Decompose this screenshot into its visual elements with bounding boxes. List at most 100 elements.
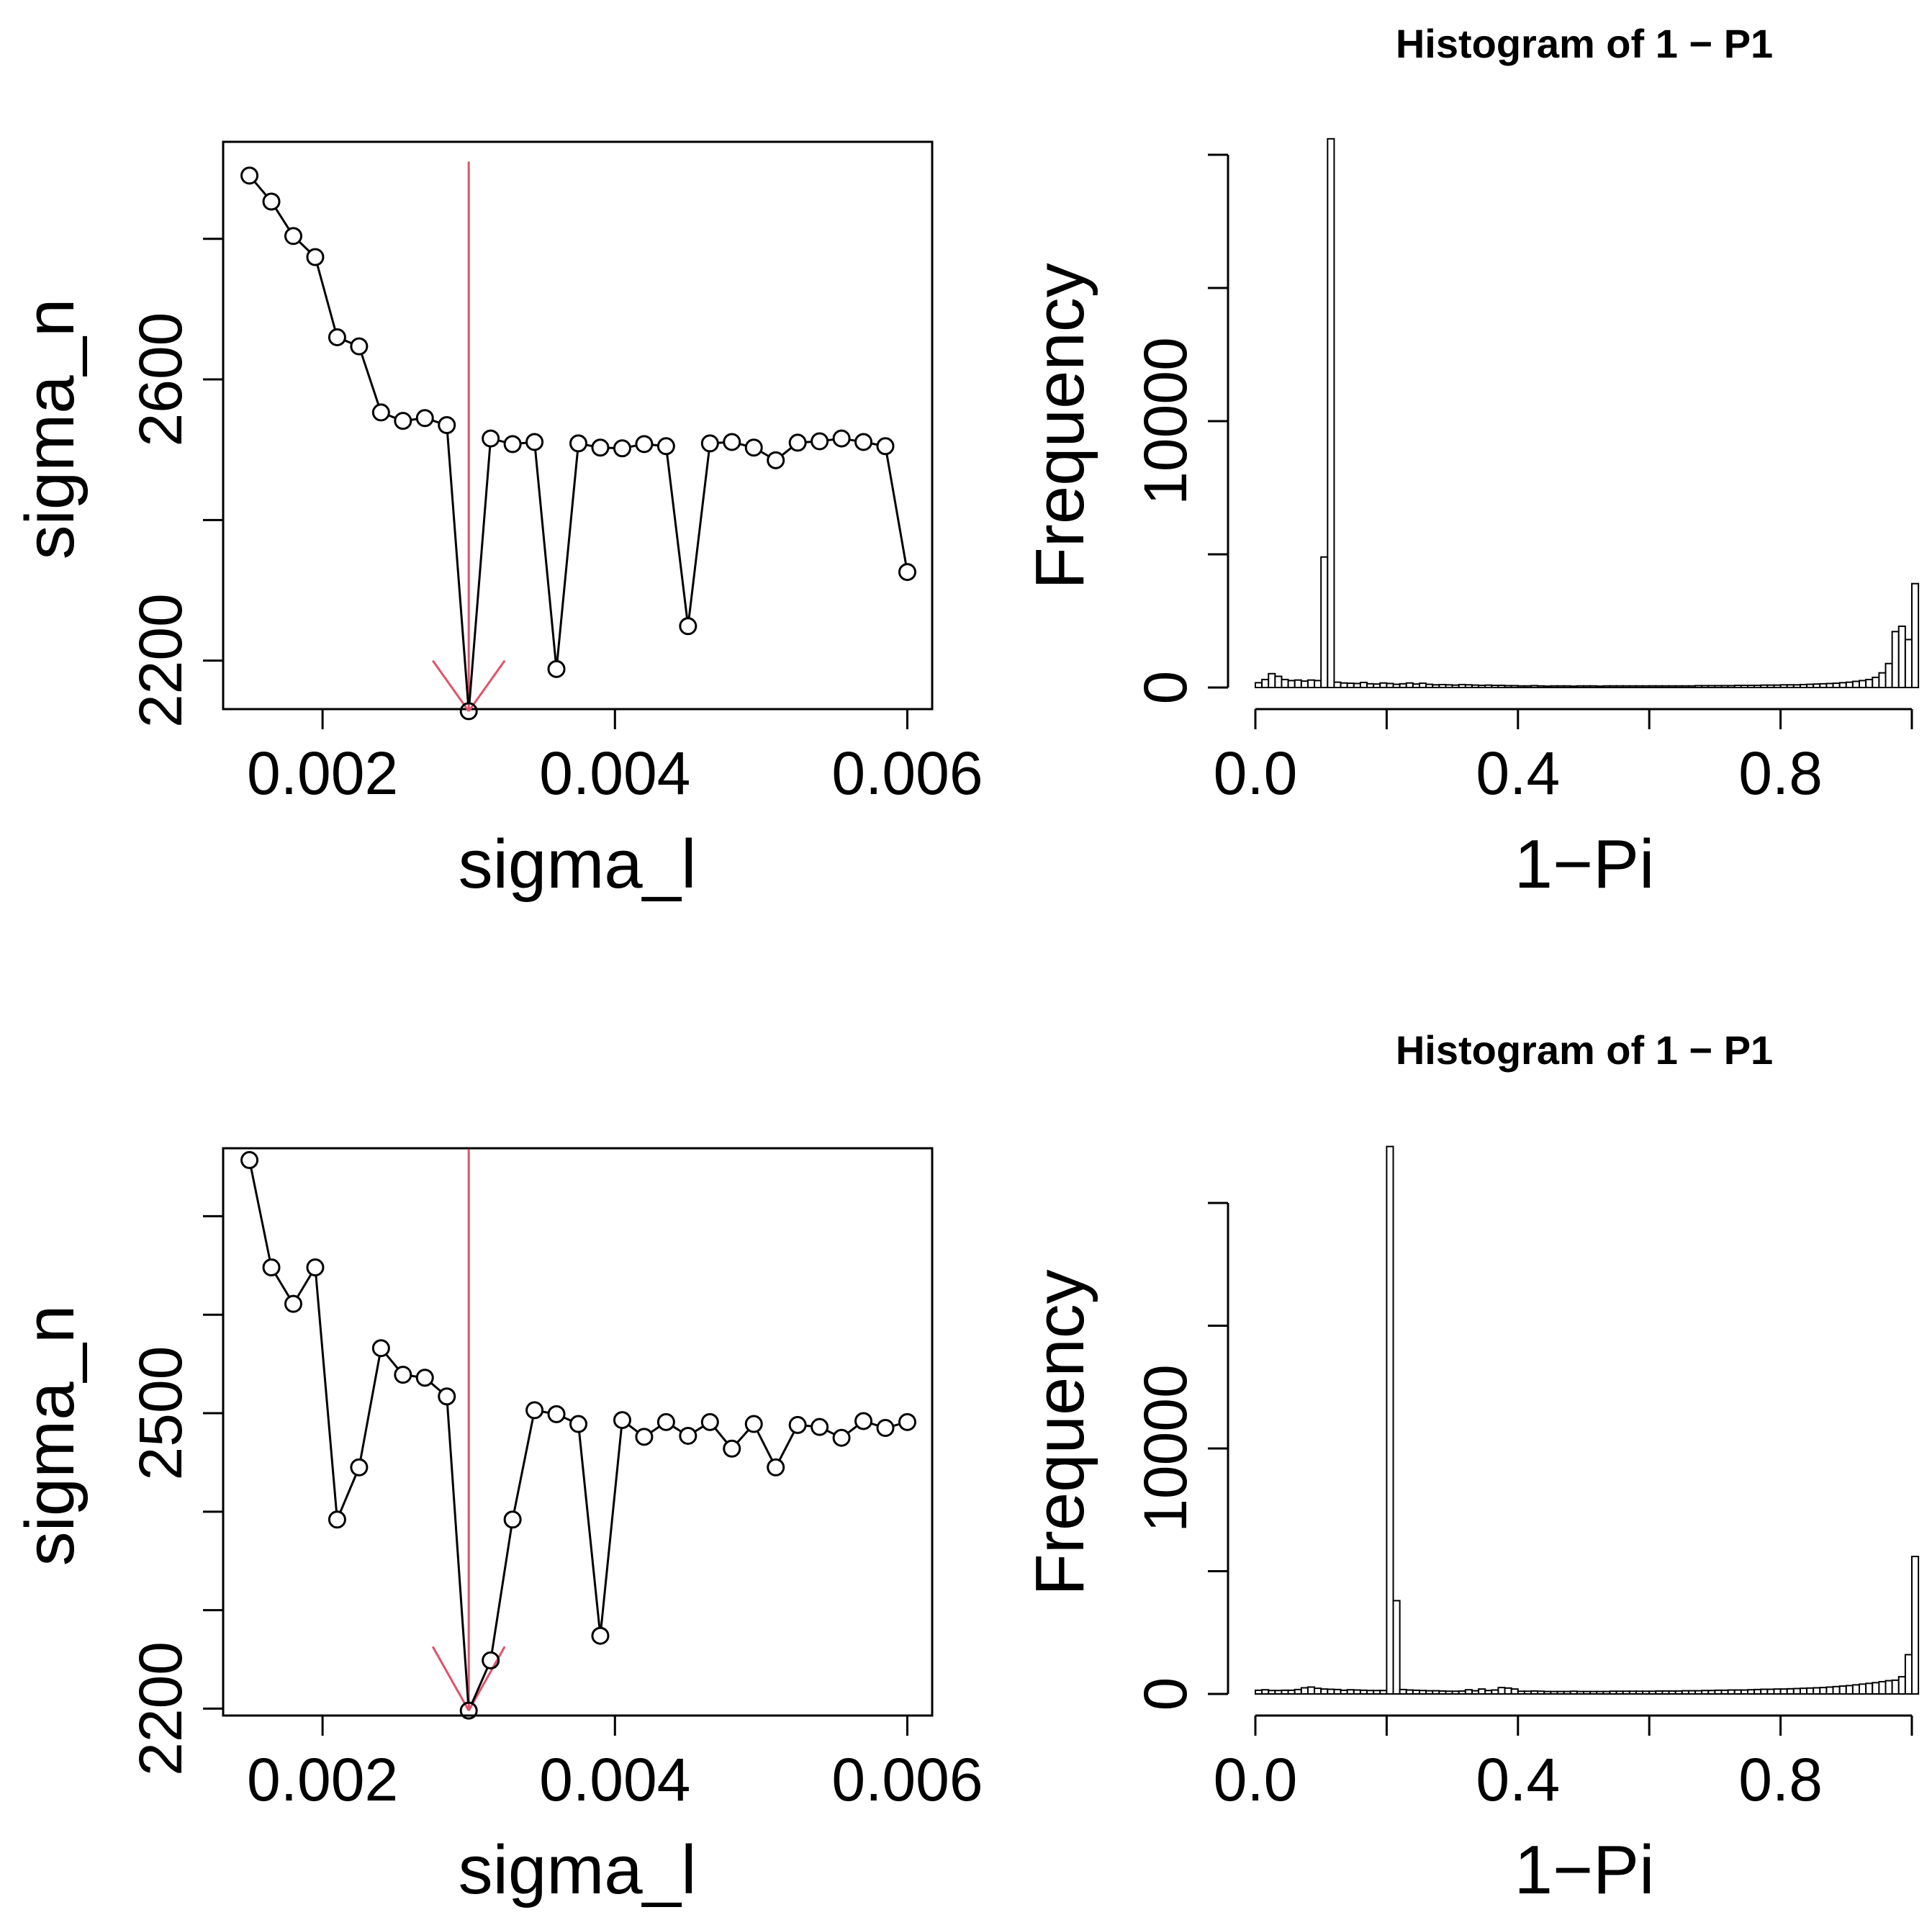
line-segment	[628, 1424, 639, 1433]
line-segment	[446, 433, 469, 704]
data-point	[459, 702, 478, 721]
y-axis-label: sigma_n	[12, 1305, 89, 1567]
data-point	[635, 1428, 654, 1446]
histogram-bar	[1648, 1690, 1657, 1695]
histogram-bar	[1386, 1145, 1394, 1695]
histogram-bar	[1537, 1690, 1545, 1695]
plot-area: 0.002 0.004 0.006 2200 2500	[127, 1147, 983, 1813]
data-point	[482, 429, 500, 448]
histogram-bar	[1911, 582, 1920, 689]
y-axis-label: sigma_n	[12, 299, 89, 560]
histogram-bar	[1740, 1689, 1748, 1695]
histogram-bar	[1458, 1690, 1466, 1695]
series-points	[240, 166, 916, 721]
histogram-bar	[1261, 678, 1270, 689]
line-segment	[316, 264, 336, 330]
histogram-bar	[1819, 1687, 1828, 1695]
histogram-bar	[1327, 138, 1335, 689]
histogram-bar	[1701, 1690, 1710, 1695]
x-tick-label: 0.002	[247, 1746, 398, 1813]
histogram-bar	[1687, 1690, 1697, 1695]
histogram-bar	[1897, 625, 1906, 689]
data-point	[438, 1387, 456, 1406]
data-point	[744, 1415, 763, 1433]
histogram-bar	[1891, 1679, 1900, 1695]
histogram-bar	[1832, 682, 1841, 689]
line-segment	[694, 1425, 704, 1433]
histogram-bar	[1333, 1688, 1342, 1695]
data-point	[306, 248, 325, 266]
data-point	[832, 1428, 851, 1447]
histogram-bars	[1255, 1145, 1920, 1695]
histogram-bar	[1773, 1688, 1782, 1695]
line-segment	[513, 1418, 534, 1513]
histogram-bar	[1550, 685, 1558, 689]
data-point	[415, 1369, 434, 1387]
data-point	[788, 433, 807, 452]
histogram-bar	[1859, 1683, 1867, 1695]
histogram-bar	[1353, 682, 1361, 689]
data-point	[394, 412, 412, 431]
data-point	[767, 451, 785, 469]
histogram-bar	[1832, 1685, 1841, 1695]
line-segment	[253, 181, 268, 197]
histogram-bar	[1300, 680, 1309, 688]
histogram-bar	[1806, 683, 1815, 688]
histogram-bar	[1589, 1690, 1598, 1695]
data-point	[700, 434, 719, 453]
line-segment	[870, 1422, 878, 1427]
y-tick-label: 2600	[127, 312, 194, 447]
line-segment	[359, 1356, 381, 1460]
histogram-bar	[1891, 631, 1900, 688]
panel-bottom-left: 0.002 0.004 0.006 2200 2500 sigma_l sigma_n	[12, 1147, 983, 1908]
panel-bottom-right: Histogram of 1 − P1 0.0 0.4 0.8 0 10000 1−Pi…	[1021, 1027, 1920, 1908]
histogram-bar	[1838, 682, 1847, 689]
histogram-bar	[1438, 1690, 1447, 1695]
histogram-bar	[1851, 680, 1861, 688]
histogram-bar	[1779, 1688, 1788, 1695]
line-segment	[736, 1429, 750, 1444]
histogram-bar	[1615, 685, 1624, 689]
data-point	[854, 1412, 873, 1430]
histogram-bar	[1872, 676, 1880, 689]
histogram-bar	[1760, 684, 1769, 688]
histogram-bar	[1851, 1684, 1861, 1695]
line-segment	[885, 454, 908, 565]
line-segment	[446, 1404, 469, 1703]
histogram-bar	[1628, 1690, 1637, 1695]
panel-top-right: Histogram of 1 − P1 0.0 0.4 0.8 0 10000 1−Pi…	[1021, 21, 1920, 903]
histogram-bar	[1556, 685, 1565, 689]
data-point	[723, 1439, 741, 1458]
histogram-bar	[1753, 685, 1762, 688]
x-axis: 0.002 0.004 0.006	[247, 1716, 983, 1813]
histogram-bar	[1517, 685, 1525, 689]
histogram-bar	[1346, 1689, 1355, 1695]
histogram-bar	[1694, 1690, 1703, 1695]
histogram-bar	[1576, 1690, 1584, 1695]
data-point	[503, 1510, 522, 1529]
histogram-bar	[1733, 1689, 1742, 1695]
histogram-bar	[1497, 685, 1506, 688]
y-axis: 2200 2600	[127, 238, 223, 728]
histogram-bar	[1419, 682, 1427, 689]
histogram-bar	[1379, 682, 1388, 689]
plot-area: 0.0 0.4 0.8 0 10000	[1132, 138, 1920, 807]
histogram-bar	[1569, 1690, 1578, 1695]
histogram-bar	[1694, 685, 1703, 688]
histogram-bar	[1294, 1688, 1302, 1695]
histogram-bar	[1825, 682, 1834, 689]
data-point	[547, 659, 566, 678]
data-point	[284, 227, 302, 245]
line-segment	[781, 446, 793, 456]
histogram-bar	[1314, 1687, 1322, 1695]
histogram-bar	[1451, 684, 1460, 688]
series-line	[253, 181, 908, 704]
histogram-bar	[1306, 679, 1316, 689]
histogram-bar	[1445, 1690, 1453, 1695]
histogram-bar	[1674, 685, 1683, 689]
x-tick-label: 0.004	[539, 739, 690, 807]
data-point	[788, 1415, 807, 1434]
histogram-bar	[1786, 1687, 1795, 1695]
line-segment	[471, 1667, 489, 1704]
histogram-bar	[1491, 685, 1499, 688]
